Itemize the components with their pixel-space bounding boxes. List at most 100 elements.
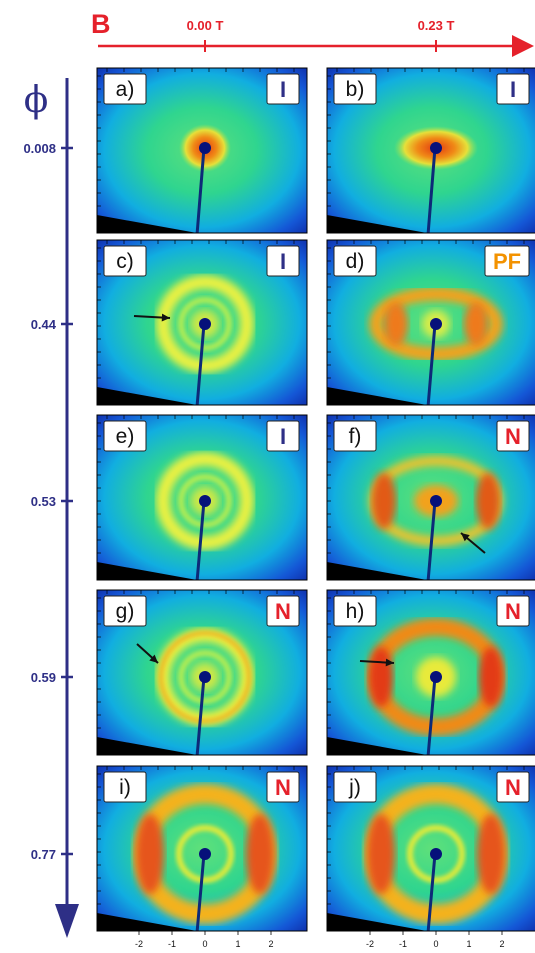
- panel-f: f) N: [326, 414, 535, 581]
- phi-value-4: 0.77: [31, 847, 56, 862]
- scattering-pattern: [364, 784, 508, 924]
- x-tick-label: 0: [202, 939, 207, 949]
- beamstop-holder: [195, 676, 206, 755]
- phi-value-0: 0.008: [23, 141, 56, 156]
- panel-label: c): [103, 245, 147, 277]
- arrow-icon: [460, 532, 486, 554]
- scattering-pattern: [369, 287, 503, 361]
- phi-axis-symbol: ϕ: [24, 80, 49, 121]
- scattering-pattern: [156, 452, 254, 550]
- panel-frame: [326, 414, 535, 581]
- detector-shadow: [327, 215, 427, 233]
- beamstop: [199, 495, 211, 507]
- x-tick-label: 1: [235, 939, 240, 949]
- x-tick-label: 0: [433, 939, 438, 949]
- detector-shadow: [97, 215, 197, 233]
- arrow-icon: [133, 313, 171, 322]
- beamstop: [199, 848, 211, 860]
- svg-text:I: I: [280, 249, 286, 274]
- svg-text:I: I: [510, 77, 516, 102]
- phase-label-I: I: [496, 73, 530, 105]
- beamstop-holder: [426, 147, 437, 233]
- beamstop-holder: [195, 323, 206, 405]
- svg-text:e): e): [116, 425, 135, 448]
- field-axis-arrowhead: [512, 35, 534, 57]
- phase-label-N: N: [496, 420, 530, 452]
- phase-label-N: N: [496, 595, 530, 627]
- beamstop-holder: [195, 853, 206, 931]
- panel-frame: [326, 765, 535, 932]
- svg-text:f): f): [349, 425, 362, 448]
- svg-text:b): b): [346, 78, 365, 101]
- panel-label: i): [103, 771, 147, 803]
- phase-label-N: N: [266, 595, 300, 627]
- x-tick-label: 1: [466, 939, 471, 949]
- svg-text:d): d): [346, 250, 365, 273]
- phase-label-I: I: [266, 73, 300, 105]
- panel-label: j): [333, 771, 377, 803]
- field-value-0: 0.00 T: [187, 18, 224, 33]
- phase-label-N: N: [496, 771, 530, 803]
- detector-shadow: [327, 562, 427, 580]
- beamstop-holder: [426, 323, 437, 405]
- beamstop: [430, 142, 442, 154]
- svg-text:i): i): [119, 776, 131, 799]
- phi-value-1: 0.44: [31, 317, 57, 332]
- svg-text:g): g): [116, 600, 135, 623]
- detector-shadow: [97, 562, 197, 580]
- detector-shadow: [327, 913, 427, 931]
- beamstop: [430, 318, 442, 330]
- arrow-icon: [136, 643, 159, 664]
- phase-label-I: I: [266, 420, 300, 452]
- beamstop-holder: [426, 500, 437, 580]
- panel-g: g) N: [96, 589, 308, 756]
- svg-text:N: N: [505, 599, 521, 624]
- x-tick-label: 2: [268, 939, 273, 949]
- svg-text:a): a): [116, 78, 135, 101]
- panel-frame: [326, 239, 535, 406]
- phi-value-2: 0.53: [31, 494, 56, 509]
- panel-a: a) I: [96, 67, 308, 234]
- phase-label-I: I: [266, 245, 300, 277]
- panel-label: e): [103, 420, 147, 452]
- detector-shadow: [327, 737, 427, 755]
- panel-d: d) PF: [326, 239, 535, 406]
- beamstop: [430, 495, 442, 507]
- panel-b: b) I: [326, 67, 535, 234]
- beamstop-holder: [195, 147, 206, 233]
- phase-label-N: N: [266, 771, 300, 803]
- beamstop: [430, 671, 442, 683]
- field-axis-symbol: B: [91, 9, 111, 39]
- x-tick-label: -1: [168, 939, 176, 949]
- panel-frame: [96, 67, 308, 234]
- panel-frame: [96, 239, 308, 406]
- beamstop: [430, 848, 442, 860]
- phi-axis: ϕ 0.008 0.44 0.53 0.59 0.77: [23, 78, 79, 938]
- panel-c: c) I: [96, 239, 308, 406]
- panel-frame: [96, 765, 308, 932]
- beamstop: [199, 142, 211, 154]
- svg-text:j): j): [348, 776, 361, 799]
- panel-label: h): [333, 595, 377, 627]
- panel-j: j) N: [326, 765, 535, 932]
- beamstop-holder: [426, 676, 437, 755]
- svg-text:I: I: [280, 77, 286, 102]
- scattering-pattern: [133, 784, 277, 924]
- panel-label: f): [333, 420, 377, 452]
- x-tick-label: -2: [366, 939, 374, 949]
- detector-shadow: [97, 387, 197, 405]
- beamstop-holder: [195, 500, 206, 580]
- panel-label: b): [333, 73, 377, 105]
- panel-frame: [96, 414, 308, 581]
- panel-label: a): [103, 73, 147, 105]
- x-tick-label: -2: [135, 939, 143, 949]
- panel-frame: [326, 67, 535, 234]
- arrow-icon: [359, 658, 395, 667]
- svg-text:h): h): [346, 600, 365, 623]
- svg-text:N: N: [275, 775, 291, 800]
- detector-shadow: [327, 387, 427, 405]
- beamstop-holder: [426, 853, 437, 931]
- x-tick-label: 2: [499, 939, 504, 949]
- field-axis: B 0.00 T 0.23 T: [91, 9, 534, 57]
